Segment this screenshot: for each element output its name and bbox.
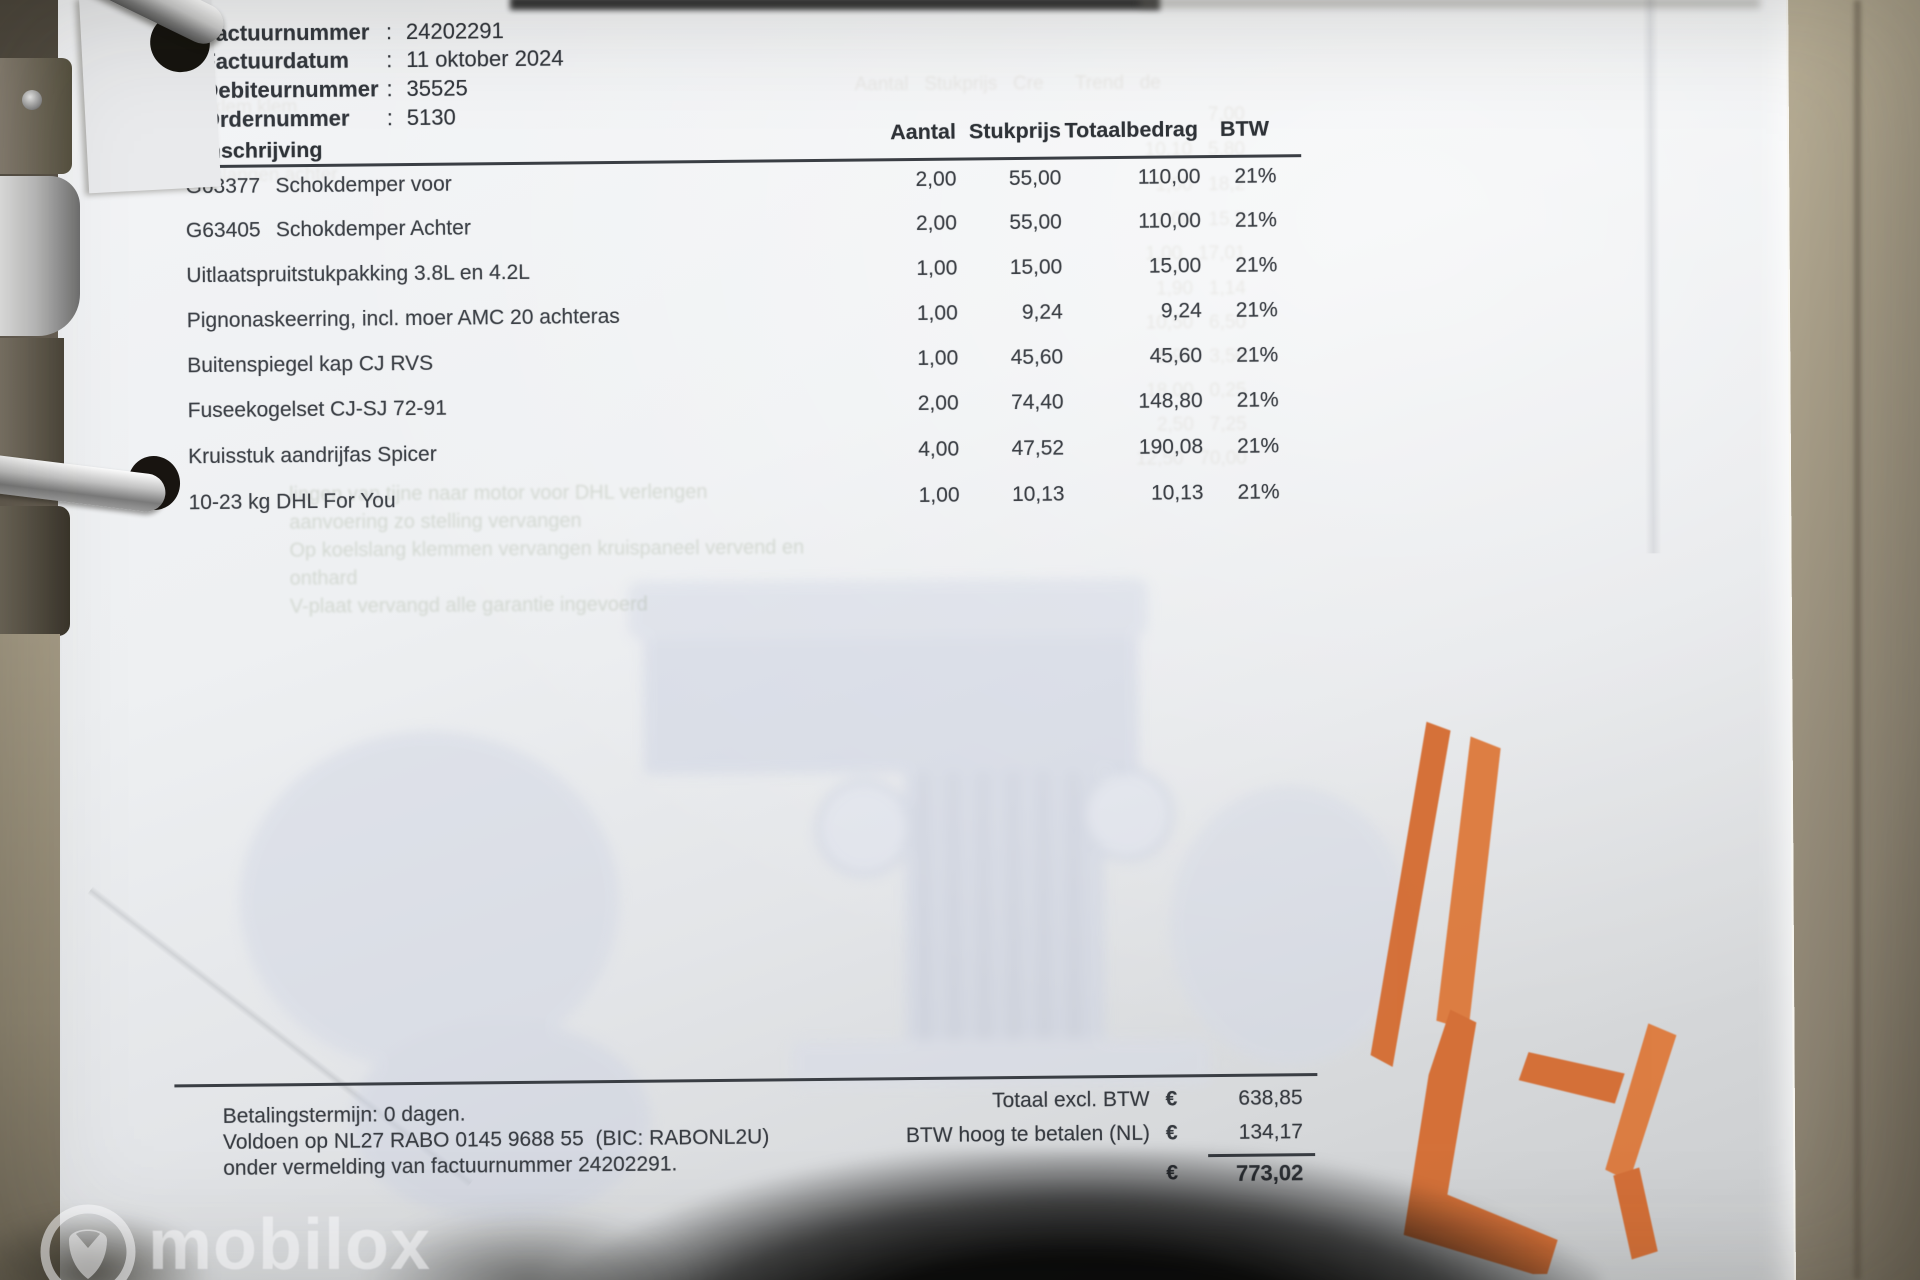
background-gap xyxy=(510,0,1160,10)
binder-bracket xyxy=(0,58,72,174)
binder-edge xyxy=(0,634,60,1280)
background-gap xyxy=(1140,0,1760,8)
binder-plate xyxy=(0,176,80,336)
binder-bracket xyxy=(0,506,70,636)
binder-screw xyxy=(22,90,42,110)
binder-bracket xyxy=(0,338,64,464)
invoice-paper: Aantal Stukprijs Cre Trend de parkklem k… xyxy=(0,0,1796,1280)
